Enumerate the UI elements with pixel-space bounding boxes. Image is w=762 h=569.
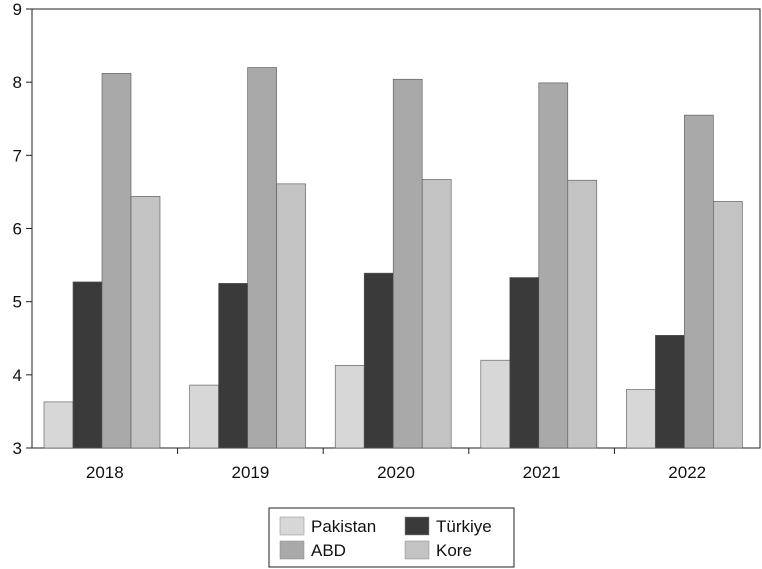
legend-swatch-kore xyxy=(404,540,430,560)
bar-pakistan-2021 xyxy=(480,359,511,449)
bar-trkiye-2021 xyxy=(509,277,540,449)
x-tick-label: 2018 xyxy=(86,463,124,482)
legend-swatch-pakistan xyxy=(279,516,305,536)
bar-trkiye-2020 xyxy=(363,272,394,449)
x-tick-label: 2021 xyxy=(523,463,561,482)
y-tick-label: 5 xyxy=(13,293,22,312)
bar-pakistan-2022 xyxy=(626,389,656,449)
bar-trkiye-2018 xyxy=(72,281,103,449)
bar-pakistan-2018 xyxy=(43,401,74,449)
bar-kore-2020 xyxy=(421,179,452,449)
y-axis: 3 4 5 6 7 8 9 xyxy=(13,0,32,458)
bar-kore-2022 xyxy=(713,201,743,449)
bar-abd-2022 xyxy=(684,114,714,449)
legend-label-pakistan: Pakistan xyxy=(311,517,376,536)
bars-group xyxy=(43,67,743,449)
legend-label-turkiye: Türkiye xyxy=(436,517,492,536)
bar-pakistan-2019 xyxy=(189,384,219,449)
y-tick-label: 7 xyxy=(13,146,22,165)
bar-pakistan-2020 xyxy=(334,365,365,449)
bar-kore-2018 xyxy=(130,196,161,449)
legend-label-kore: Kore xyxy=(436,541,472,560)
y-tick-label: 3 xyxy=(13,439,22,458)
bar-trkiye-2019 xyxy=(218,283,248,449)
legend: Pakistan Türkiye ABD Kore xyxy=(268,507,515,568)
x-axis: 2018 2019 2020 2021 2022 xyxy=(86,448,706,482)
x-tick-label: 2019 xyxy=(231,463,269,482)
legend-box xyxy=(268,507,515,568)
legend-swatch-turkiye xyxy=(404,516,430,536)
y-tick-label: 6 xyxy=(13,220,22,239)
y-tick-label: 8 xyxy=(13,73,22,92)
bar-kore-2019 xyxy=(276,183,306,449)
y-tick-label: 9 xyxy=(13,0,22,19)
bar-kore-2021 xyxy=(567,179,598,449)
bar-abd-2020 xyxy=(392,78,423,449)
y-tick-label: 4 xyxy=(13,366,22,385)
legend-swatch-abd xyxy=(279,540,305,560)
legend-label-abd: ABD xyxy=(311,541,346,560)
bar-abd-2019 xyxy=(247,67,277,449)
bar-trkiye-2022 xyxy=(655,335,685,449)
x-tick-label: 2020 xyxy=(377,463,415,482)
x-tick-label: 2022 xyxy=(668,463,706,482)
bar-abd-2021 xyxy=(538,82,569,449)
bar-abd-2018 xyxy=(101,73,132,449)
